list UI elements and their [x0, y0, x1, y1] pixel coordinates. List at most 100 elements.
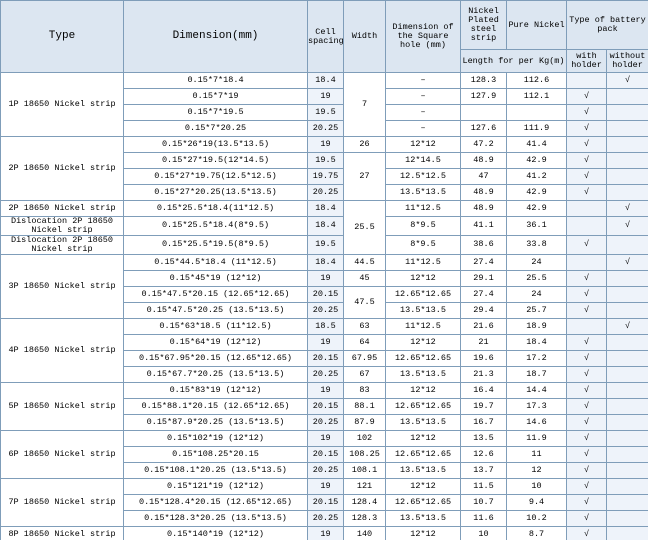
table-row: Dislocation 2P 18650 Nickel strip 0.15*25… [0, 234, 648, 255]
with-cell: √ [566, 525, 607, 540]
hole-cell: 12.65*12.65 [385, 493, 461, 511]
spacing-cell: 20.25 [307, 120, 344, 137]
nickel-cell: 48.9 [460, 184, 507, 201]
nickel-cell: 12.6 [460, 445, 507, 463]
nickel-cell: 48.9 [460, 152, 507, 169]
nickel-cell [460, 104, 507, 121]
pure-cell: 42.9 [506, 200, 567, 217]
pure-cell: 18.7 [506, 365, 567, 383]
width-cell: 64 [343, 333, 386, 351]
hole-cell: 8*9.5 [385, 234, 461, 255]
with-cell: √ [566, 269, 607, 287]
dimension-cell: 0.15*7*19 [123, 88, 308, 105]
without-cell [606, 525, 648, 540]
pure-cell: 41.4 [506, 136, 567, 153]
table-row: 5P 18650 Nickel strip 0.15*83*19 (12*12) 1… [0, 381, 648, 431]
dimension-cell: 0.15*7*20.25 [123, 120, 308, 137]
without-cell [606, 381, 648, 399]
pure-cell: 41.2 [506, 168, 567, 185]
without-cell [606, 136, 648, 153]
with-cell [566, 253, 607, 271]
type-cell: 5P 18650 Nickel strip [0, 381, 124, 431]
hole-cell: 12.5*12.5 [385, 168, 461, 185]
hole-cell: 13.5*13.5 [385, 365, 461, 383]
dimension-cell: 0.15*27*19.75(12.5*12.5) [123, 168, 308, 185]
spacing-cell: 19 [307, 269, 344, 287]
without-cell [606, 285, 648, 303]
hole-cell: 12.65*12.65 [385, 285, 461, 303]
hole-cell: 12*14.5 [385, 152, 461, 169]
without-cell: √ [606, 317, 648, 335]
spacing-cell: 19 [307, 477, 344, 495]
dimension-cell: 0.15*7*18.4 [123, 72, 308, 89]
spacing-cell: 19 [307, 525, 344, 540]
spacing-cell: 19.5 [307, 152, 344, 169]
pure-cell: 9.4 [506, 493, 567, 511]
hole-cell: 8*9.5 [385, 216, 461, 236]
spacing-cell: 18.4 [307, 200, 344, 217]
dimension-cell: 0.15*88.1*20.15 (12.65*12.65) [123, 397, 308, 415]
width-cell: 45 [343, 269, 386, 287]
pure-cell: 36.1 [506, 216, 567, 236]
spacing-cell: 20.25 [307, 184, 344, 201]
pure-cell: 111.9 [506, 120, 567, 137]
hole-cell: 11*12.5 [385, 317, 461, 335]
dimension-cell: 0.15*67.7*20.25 (13.5*13.5) [123, 365, 308, 383]
nickel-cell: 41.1 [460, 216, 507, 236]
hole-cell: 12*12 [385, 333, 461, 351]
nickel-cell: 127.6 [460, 120, 507, 137]
header-cell: Type of battery pack [566, 0, 648, 50]
without-cell [606, 413, 648, 431]
header-cell: Pure Nickel [506, 0, 567, 50]
type-cell: Dislocation 2P 18650 Nickel strip [0, 234, 124, 255]
hole-cell: 13.5*13.5 [385, 509, 461, 527]
nickel-cell: 16.4 [460, 381, 507, 399]
pure-cell: 24 [506, 253, 567, 271]
dimension-cell: 0.15*108.25*20.15 [123, 445, 308, 463]
width-cell: 63 [343, 317, 386, 335]
nickel-cell: 47 [460, 168, 507, 185]
width-cell: 83 [343, 381, 386, 399]
pure-cell: 18.9 [506, 317, 567, 335]
pure-cell: 11.9 [506, 429, 567, 447]
table-row: 0.15*27*19.75(12.5*12.5) 19.75 12.5*12.5 47… [1, 168, 648, 185]
spacing-cell: 20.25 [307, 413, 344, 431]
without-cell [606, 429, 648, 447]
spacing-cell: 20.25 [307, 509, 344, 527]
nickel-cell: 19.6 [460, 349, 507, 367]
dimension-cell: 0.15*83*19 (12*12) [123, 381, 308, 399]
width-cell: 7 [343, 72, 386, 137]
dimension-cell: 0.15*128.4*20.15 (12.65*12.65) [123, 493, 308, 511]
pure-cell: 14.6 [506, 413, 567, 431]
table-row: 0.15*27*20.25(13.5*13.5) 20.25 13.5*13.5 48… [1, 184, 648, 201]
width-cell: 140 [343, 525, 386, 540]
pure-cell: 10.2 [506, 509, 567, 527]
without-cell [606, 461, 648, 479]
pure-cell: 42.9 [506, 184, 567, 201]
nickel-cell: 27.4 [460, 285, 507, 303]
table-row: 6P 18650 Nickel strip 0.15*102*19 (12*12)… [0, 429, 648, 479]
dimension-cell: 0.15*63*18.5 (11*12.5) [123, 317, 308, 335]
with-cell: √ [566, 88, 607, 105]
hole-cell: 12*12 [385, 381, 461, 399]
hole-cell: – [385, 88, 461, 105]
with-cell: √ [566, 365, 607, 383]
without-cell: √ [606, 216, 648, 236]
spacing-cell: 20.15 [307, 493, 344, 511]
nickel-cell: 13.5 [460, 429, 507, 447]
spacing-cell: 19.75 [307, 168, 344, 185]
without-cell [606, 152, 648, 169]
with-cell: √ [566, 445, 607, 463]
dimension-cell: 0.15*87.9*20.25 (13.5*13.5) [123, 413, 308, 431]
width-cell: 121 [343, 477, 386, 495]
with-cell [566, 317, 607, 335]
dimension-cell: 0.15*121*19 (12*12) [123, 477, 308, 495]
spacing-cell: 20.25 [307, 461, 344, 479]
nickel-cell: 11.5 [460, 477, 507, 495]
nickel-cell: 47.2 [460, 136, 507, 153]
header-cell: Dimension of the Square hole (mm) [385, 0, 461, 73]
spacing-cell: 20.15 [307, 397, 344, 415]
with-cell [566, 216, 607, 236]
table-row: Dislocation 2P 18650 Nickel strip 0.15*25… [0, 216, 648, 236]
nickel-cell: 11.6 [460, 509, 507, 527]
